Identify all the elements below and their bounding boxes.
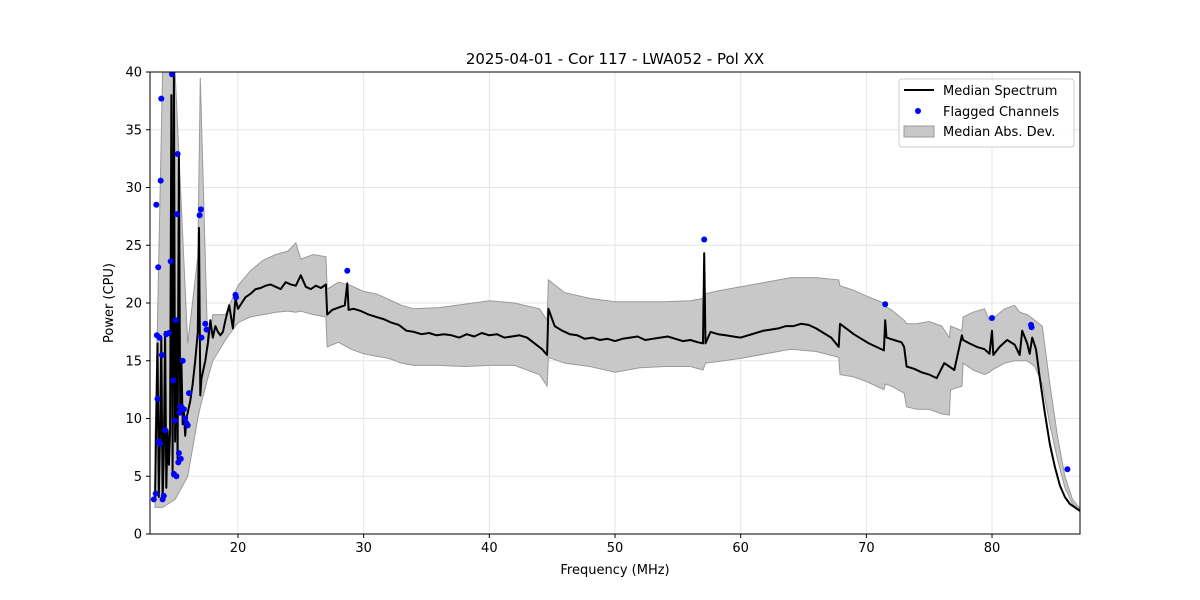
flagged-channel-point: [169, 72, 175, 78]
flagged-channel-point: [203, 326, 210, 333]
flagged-channel-point: [172, 317, 179, 324]
flagged-channel-point: [989, 315, 995, 321]
y-tick-label: 10: [125, 412, 142, 427]
flagged-channel-point: [701, 236, 708, 243]
flagged-channel-point: [176, 409, 183, 416]
flagged-channel-point: [196, 212, 203, 219]
y-tick-label: 20: [125, 297, 142, 312]
y-axis-label: Power (CPU): [102, 263, 117, 343]
flagged-channel-point: [150, 496, 157, 503]
flagged-channel-point: [182, 415, 189, 422]
legend: Median Spectrum Flagged Channels Median …: [898, 78, 1075, 148]
flagged-channel-point: [157, 177, 164, 184]
flagged-channel-point: [1028, 324, 1035, 331]
legend-label-mad: Median Abs. Dev.: [943, 125, 1055, 140]
plot-content: [150, 72, 1080, 512]
legend-band-swatch: [903, 125, 935, 138]
x-tick-label: 80: [984, 541, 1001, 556]
median-spectrum-line: [154, 72, 1080, 512]
mad-band: [154, 72, 1080, 512]
flagged-channel-point: [167, 258, 174, 265]
legend-box: [898, 78, 1075, 148]
legend-label-median: Median Spectrum: [943, 84, 1057, 99]
flagged-channel-point: [152, 490, 159, 497]
x-tick-label: 70: [858, 541, 875, 556]
y-tick-label: 0: [134, 528, 142, 543]
flagged-channel-point: [157, 440, 164, 447]
flagged-channel-point: [174, 211, 180, 218]
chart-title: 2025-04-01 - Cor 117 - LWA052 - Pol XX: [466, 50, 764, 68]
x-tick-label: 50: [607, 541, 624, 556]
flagged-channel-point: [180, 406, 187, 413]
flagged-channel-point: [158, 95, 165, 102]
flagged-channel-point: [156, 334, 163, 341]
x-tick-label: 40: [481, 541, 498, 556]
flagged-channel-point: [175, 450, 182, 457]
legend-label-flagged: Flagged Channels: [943, 105, 1059, 120]
flagged-channel-point: [198, 334, 205, 341]
x-tick-label: 30: [355, 541, 372, 556]
y-tick-label: 15: [125, 354, 142, 369]
y-tick-label: 40: [125, 66, 142, 81]
flagged-channel-point: [160, 492, 167, 499]
flagged-channel-point: [158, 352, 165, 358]
flagged-channel-point: [153, 201, 160, 208]
flagged-channel-point: [202, 320, 209, 327]
flagged-channel-point: [173, 473, 180, 480]
flagged-channel-point: [155, 264, 162, 271]
flagged-channel-point: [174, 151, 181, 157]
flagged-channel-point: [186, 390, 192, 397]
flagged-channel-point: [197, 206, 204, 213]
flagged-channel-point: [172, 417, 179, 424]
legend-dot-swatch: [915, 108, 921, 114]
axis-ticks: 20 30 40 50 60 70 80 0 5 10 15 20 25 30 35 40: [125, 66, 1000, 557]
y-tick-label: 30: [125, 181, 142, 196]
flagged-channel-point: [233, 294, 240, 301]
y-tick-label: 25: [125, 239, 142, 254]
flagged-channel-point: [154, 395, 161, 402]
flagged-channel-point: [170, 377, 177, 384]
flagged-channel-point: [179, 357, 186, 364]
flagged-channel-point: [162, 427, 169, 434]
x-axis-label: Frequency (MHz): [560, 563, 669, 578]
flagged-channel-point: [1064, 466, 1071, 473]
x-tick-label: 20: [230, 541, 247, 556]
flagged-channel-point: [177, 455, 184, 462]
y-tick-label: 5: [134, 470, 142, 485]
flagged-channel-point: [882, 301, 889, 308]
x-tick-label: 60: [732, 541, 749, 556]
flagged-channel-point: [184, 422, 191, 429]
flagged-channel-point: [344, 267, 351, 274]
flagged-channel-point: [165, 330, 172, 336]
y-tick-label: 35: [125, 123, 142, 138]
